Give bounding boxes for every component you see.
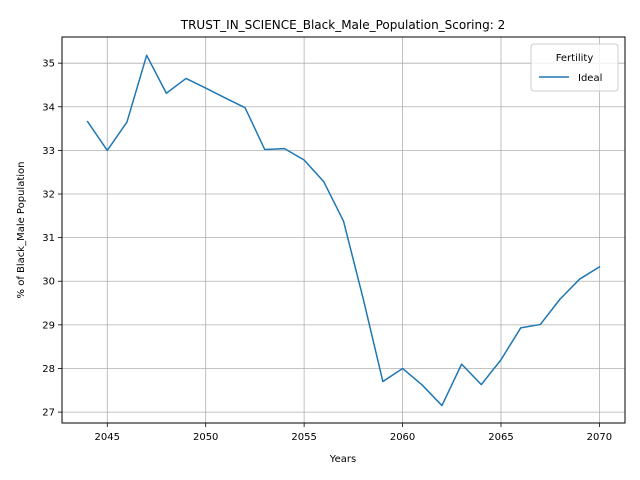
legend-entry-ideal: Ideal	[578, 73, 602, 84]
legend: Fertility Ideal	[530, 43, 619, 92]
x-tick-label: 2045	[95, 432, 120, 443]
series-line-ideal	[86, 54, 601, 407]
x-tick-label: 2065	[488, 432, 513, 443]
x-axis: 2045 2050 2055 2060 2065 2070	[95, 423, 612, 443]
y-tick-label: 34	[42, 102, 55, 113]
series-group	[86, 54, 601, 407]
y-tick-label: 35	[42, 59, 55, 70]
y-tick-label: 31	[42, 233, 55, 244]
y-tick-label: 28	[42, 364, 55, 375]
y-tick-label: 33	[42, 146, 55, 157]
legend-box	[530, 43, 619, 92]
legend-title: Fertility	[556, 53, 594, 64]
y-tick-label: 27	[42, 408, 55, 419]
y-tick-label: 30	[42, 277, 55, 288]
x-tick-label: 2050	[193, 432, 218, 443]
x-tick-label: 2060	[390, 432, 415, 443]
y-tick-label: 32	[42, 190, 55, 201]
chart-title: TRUST_IN_SCIENCE_Black_Male_Population_S…	[180, 18, 505, 32]
x-tick-label: 2055	[291, 432, 316, 443]
x-tick-label: 2070	[587, 432, 612, 443]
y-axis-label: % of Black_Male Population	[16, 162, 27, 299]
y-axis: 27 28 29 30 31 32 33 34 35	[42, 59, 62, 419]
plot-frame	[61, 36, 626, 424]
y-tick-label: 29	[42, 320, 55, 331]
x-axis-label: Years	[329, 454, 356, 465]
grid	[62, 37, 625, 423]
